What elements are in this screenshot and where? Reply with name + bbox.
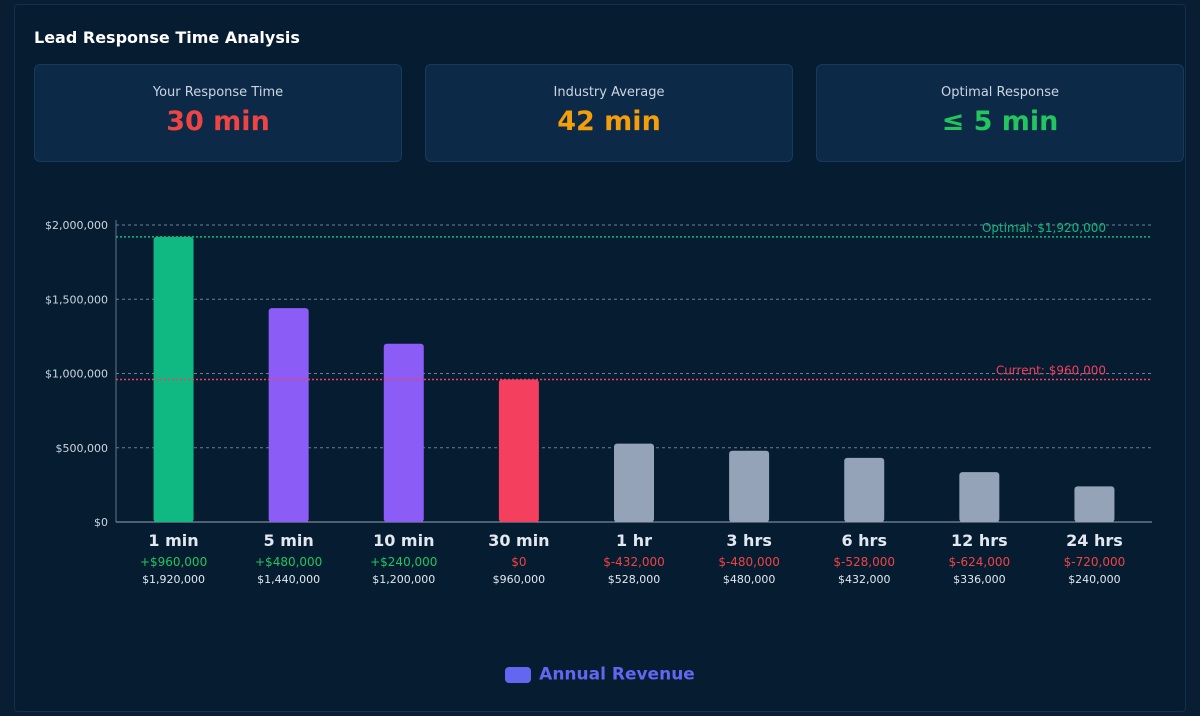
value-label: $1,440,000 — [257, 573, 320, 586]
x-tick-label: 24 hrs — [1066, 531, 1123, 550]
bar — [268, 308, 309, 522]
stat-value: 30 min — [166, 106, 270, 137]
value-label: $432,000 — [838, 573, 891, 586]
y-tick-label: $2,000,000 — [45, 219, 108, 232]
diff-label: $-528,000 — [833, 555, 895, 569]
stat-label: Optimal Response — [940, 85, 1059, 100]
bar — [959, 472, 1000, 522]
stat-card-optimal-response: Optimal Response ≤ 5 min — [816, 64, 1184, 162]
stat-card-your-response: Your Response Time 30 min — [34, 64, 402, 162]
page-title: Lead Response Time Analysis — [34, 28, 300, 47]
value-label: $528,000 — [608, 573, 661, 586]
diff-label: $-624,000 — [949, 555, 1011, 569]
legend-swatch — [505, 666, 532, 683]
value-label: $240,000 — [1068, 573, 1121, 586]
diff-label: $-480,000 — [718, 555, 780, 569]
x-tick-label: 3 hrs — [726, 531, 772, 550]
y-tick-label: $1,500,000 — [45, 293, 108, 306]
stat-value: 42 min — [557, 106, 661, 137]
reference-line-label: Optimal: $1,920,000 — [982, 221, 1106, 235]
x-tick-label: 12 hrs — [951, 531, 1008, 550]
stat-value: ≤ 5 min — [941, 106, 1059, 137]
diff-label: $-432,000 — [603, 555, 665, 569]
chart-legend[interactable]: Annual Revenue — [0, 664, 1200, 685]
value-label: $1,200,000 — [372, 573, 435, 586]
bar — [1074, 486, 1115, 522]
bar — [729, 450, 770, 522]
x-tick-label: 10 min — [373, 531, 434, 550]
x-tick-label: 5 min — [264, 531, 314, 550]
value-label: $1,920,000 — [142, 573, 205, 586]
stat-label: Your Response Time — [152, 85, 284, 100]
diff-label: +$960,000 — [140, 555, 207, 569]
diff-label: +$240,000 — [370, 555, 437, 569]
bar — [844, 457, 885, 522]
y-tick-label: $1,000,000 — [45, 368, 108, 381]
bar — [614, 443, 654, 522]
reference-line-label: Current: $960,000 — [996, 363, 1106, 377]
y-tick-label: $500,000 — [56, 442, 109, 455]
x-tick-label: 6 hrs — [841, 531, 887, 550]
diff-label: +$480,000 — [255, 555, 322, 569]
x-tick-label: 1 min — [148, 531, 198, 550]
bar — [498, 379, 539, 522]
stat-card-industry-average: Industry Average 42 min — [425, 64, 793, 162]
value-label: $960,000 — [493, 573, 546, 586]
y-tick-label: $0 — [94, 516, 108, 529]
bar — [383, 343, 424, 522]
diff-label: $0 — [511, 555, 526, 569]
diff-label: $-720,000 — [1064, 555, 1126, 569]
stat-label: Industry Average — [553, 85, 665, 100]
value-label: $480,000 — [723, 573, 776, 586]
x-tick-label: 1 hr — [616, 531, 652, 550]
x-tick-label: 30 min — [488, 531, 549, 550]
value-label: $336,000 — [953, 573, 1006, 586]
legend-label: Annual Revenue — [539, 664, 695, 685]
